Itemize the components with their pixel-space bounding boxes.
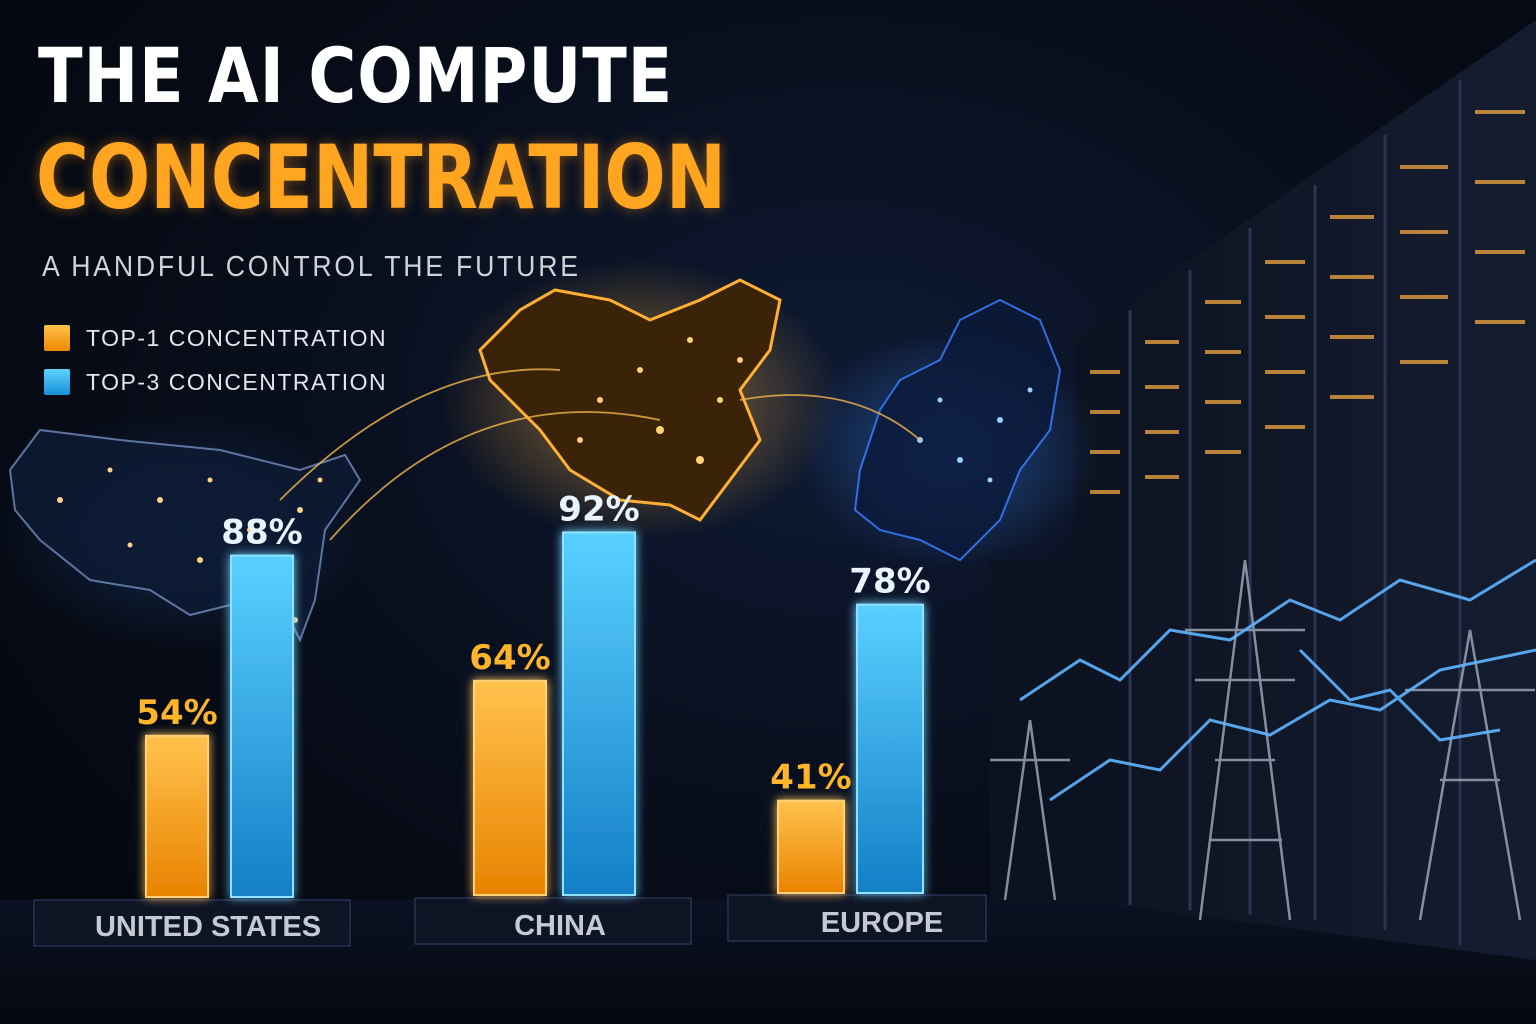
legend: TOP-1 CONCENTRATION TOP-3 CONCENTRATION [44,316,387,404]
data-label-china-top3: 92% [558,489,639,529]
category-label-europe: EUROPE [821,907,943,939]
bar-us-top3 [230,554,294,898]
europe-map-illustration [800,298,1100,570]
category-label-china: CHINA [514,910,606,942]
lightning-illustration [1019,558,1536,802]
power-towers-illustration [990,559,1535,921]
server-racks-illustration [990,20,1536,960]
legend-swatch-top3 [44,369,70,395]
legend-swatch-top1 [44,325,70,351]
bar-platforms [33,894,987,947]
bar-us-top1 [145,734,209,898]
category-label-us: UNITED STATES [95,911,321,943]
legend-item-top3: TOP-3 CONCENTRATION [44,360,387,404]
bar-europe-top3 [856,603,924,894]
title-line-2: CONCENTRATION [36,126,727,229]
data-label-europe-top3: 78% [849,562,930,602]
data-label-europe-top1: 41% [770,758,851,798]
connection-arcs [279,368,921,541]
title-line-1: THE AI COMPUTE [38,31,674,120]
subtitle: A HANDFUL CONTROL THE FUTURE [42,251,581,283]
data-label-us-top3: 88% [221,513,302,553]
bar-china-top1 [473,679,547,896]
data-label-china-top1: 64% [469,638,550,678]
data-label-us-top1: 54% [136,693,217,733]
china-map-illustration [440,260,840,540]
bar-china-top3 [562,531,636,897]
legend-label-top3: TOP-3 CONCENTRATION [86,368,388,395]
legend-label-top1: TOP-1 CONCENTRATION [86,324,388,351]
legend-item-top1: TOP-1 CONCENTRATION [44,316,387,360]
bar-europe-top1 [777,799,845,895]
